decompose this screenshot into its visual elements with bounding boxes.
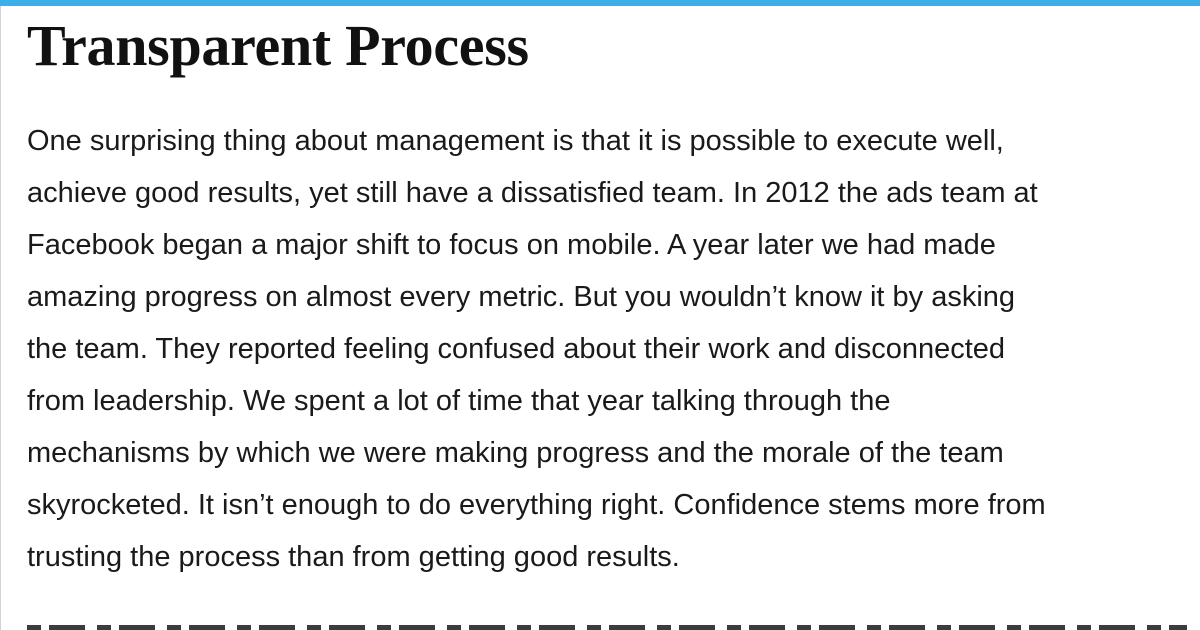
cut-off-text	[27, 625, 1187, 630]
article-paragraph: One surprising thing about management is…	[27, 115, 1046, 583]
left-border	[0, 6, 1, 630]
paragraph-line: the team. They reported feeling confused…	[27, 333, 1006, 365]
top-accent-bar	[0, 0, 1200, 6]
paragraph-line: Facebook began a major shift to focus on…	[27, 229, 996, 261]
paragraph-line: amazing progress on almost every metric.…	[27, 281, 1016, 313]
paragraph-line: One surprising thing about management is…	[27, 125, 1004, 157]
article-title: Transparent Process	[27, 13, 529, 78]
paragraph-line: from leadership. We spent a lot of time …	[27, 385, 891, 417]
next-paragraph-cutoff	[27, 612, 1187, 630]
paragraph-line: mechanisms by which we were making progr…	[27, 437, 1004, 469]
paragraph-line: skyrocketed. It isn’t enough to do every…	[27, 489, 1046, 521]
paragraph-line: achieve good results, yet still have a d…	[27, 177, 1038, 209]
paragraph-line: trusting the process than from getting g…	[27, 541, 680, 573]
